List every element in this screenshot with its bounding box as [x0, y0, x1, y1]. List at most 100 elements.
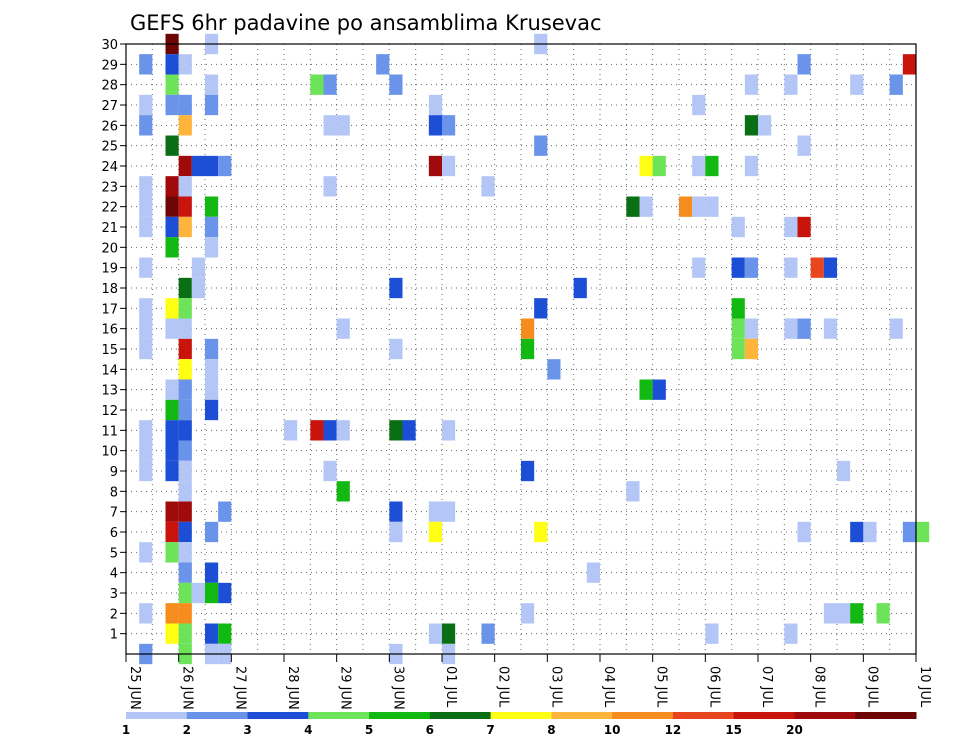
data-cell — [837, 603, 851, 624]
y-tick-label: 8 — [110, 485, 118, 500]
y-tick-label: 16 — [101, 323, 118, 338]
data-cell — [731, 318, 745, 339]
data-cell — [205, 196, 219, 217]
chart-title: GEFS 6hr padavine po ansamblima Krusevac — [130, 11, 602, 35]
data-cell — [784, 257, 798, 278]
legend-label: 2 — [183, 723, 191, 737]
y-tick-label: 14 — [101, 363, 118, 378]
data-cell — [310, 420, 324, 441]
legend-swatch — [308, 712, 370, 719]
data-cell — [205, 237, 219, 258]
data-cell — [178, 481, 192, 502]
legend-swatch — [551, 712, 613, 719]
x-tick-label: 30 JUN — [390, 666, 405, 710]
data-cell — [389, 521, 403, 543]
data-cell — [442, 155, 456, 177]
data-cell — [139, 318, 153, 339]
data-cell — [389, 501, 403, 522]
data-cell — [797, 216, 811, 238]
data-cell — [205, 562, 219, 583]
data-cell — [731, 257, 745, 278]
data-cell — [178, 440, 192, 461]
data-cell — [218, 501, 232, 522]
data-cell — [823, 257, 837, 278]
data-cell — [389, 277, 403, 299]
legend-label: 4 — [304, 723, 312, 737]
data-cell — [336, 115, 350, 136]
data-cell — [744, 338, 758, 360]
data-cell — [428, 94, 442, 116]
data-cell — [165, 460, 179, 482]
y-tick-label: 6 — [110, 526, 118, 541]
data-cell — [191, 582, 205, 604]
legend-swatch — [855, 712, 917, 719]
data-cell — [626, 481, 640, 502]
y-tick-label: 11 — [101, 424, 118, 439]
data-cell — [165, 420, 179, 441]
data-cell — [205, 399, 219, 421]
data-cell — [205, 216, 219, 238]
data-cell — [165, 54, 179, 75]
data-cell — [758, 115, 772, 136]
data-cell — [139, 338, 153, 360]
data-cell — [639, 379, 653, 400]
data-cell — [626, 196, 640, 217]
data-cell — [165, 298, 179, 319]
legend-swatch — [733, 712, 795, 719]
data-cell — [823, 318, 837, 339]
x-tick-label: 06 JUL — [706, 666, 721, 708]
data-cell — [731, 338, 745, 360]
data-cell — [205, 74, 219, 95]
data-cell — [218, 582, 232, 604]
data-cell — [810, 257, 824, 278]
y-tick-label: 24 — [101, 160, 118, 175]
data-cell — [784, 74, 798, 95]
data-cell — [731, 216, 745, 238]
data-cell — [731, 298, 745, 319]
data-cell — [191, 257, 205, 278]
data-cell — [178, 501, 192, 522]
data-cell — [178, 54, 192, 75]
data-cell — [428, 155, 442, 177]
data-cell — [744, 155, 758, 177]
data-cell — [178, 582, 192, 604]
data-cell — [428, 501, 442, 522]
legend-swatch — [672, 712, 735, 719]
data-cell — [442, 623, 456, 644]
data-cell — [784, 216, 798, 238]
data-cell — [178, 196, 192, 217]
data-cell — [310, 74, 324, 95]
data-cell — [139, 460, 153, 482]
data-cell — [205, 338, 219, 360]
data-cell — [165, 542, 179, 563]
data-cell — [744, 257, 758, 278]
data-cell — [837, 460, 851, 482]
data-cell — [165, 379, 179, 400]
data-cell — [639, 196, 653, 217]
legend-label: 8 — [547, 723, 555, 737]
x-tick-label: 27 JUN — [232, 666, 247, 710]
data-cell — [389, 74, 403, 95]
data-cell — [547, 359, 561, 380]
x-tick-label: 10 JUL — [917, 666, 932, 708]
data-cell — [191, 277, 205, 299]
data-cell — [205, 582, 219, 604]
y-tick-label: 15 — [101, 343, 118, 358]
data-cell — [165, 501, 179, 522]
data-cell — [323, 74, 337, 95]
data-cell — [705, 196, 719, 217]
data-cell — [521, 603, 535, 624]
legend-label: 5 — [365, 723, 373, 737]
data-cell — [639, 155, 653, 177]
data-cell — [692, 155, 706, 177]
y-tick-label: 12 — [101, 404, 118, 419]
x-tick-label: 26 JUN — [180, 666, 195, 710]
data-cell — [323, 420, 337, 441]
y-tick-label: 17 — [101, 302, 118, 317]
y-tick-label: 2 — [110, 607, 118, 622]
y-axis-ticks: 1234567891011121314151617181920212223242… — [101, 38, 126, 643]
data-cell — [705, 623, 719, 644]
y-tick-label: 13 — [101, 384, 118, 399]
data-cell — [178, 277, 192, 299]
y-tick-label: 23 — [101, 180, 118, 195]
